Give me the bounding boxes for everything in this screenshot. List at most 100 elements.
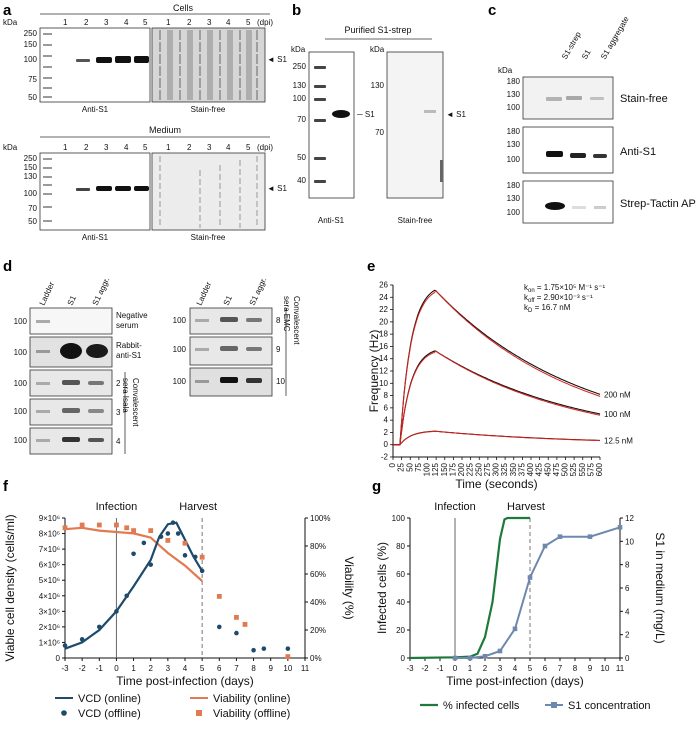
vcd-online-line — [64, 521, 204, 650]
y-tick-label: -2 — [381, 453, 389, 462]
svg-text:9: 9 — [276, 345, 281, 354]
svg-text:S1: S1 — [222, 294, 235, 307]
a-medium-stainfree-label: Stain-free — [191, 233, 226, 242]
a-top-lanes: 1 2 3 4 5 1 2 3 4 5 (dpi) — [63, 18, 273, 27]
viability-offline-point — [199, 554, 205, 560]
x-tick-label: 6 — [543, 664, 548, 673]
y-tick-label: 8×10⁶ — [39, 530, 60, 539]
harvest-label: Harvest — [179, 501, 217, 513]
a-cells-s1-arrow: ◄ S1 — [267, 55, 287, 64]
svg-text:2: 2 — [116, 379, 121, 388]
a-cells-stainfree-blot — [151, 27, 266, 103]
dpi-label: (dpi) — [257, 18, 273, 27]
vcd-offline-point — [62, 643, 68, 648]
a-medium-title: Medium — [149, 125, 181, 135]
infected-line — [409, 516, 530, 660]
svg-text:3: 3 — [116, 408, 121, 417]
fit-line-1 — [393, 350, 601, 446]
a-kda-bottom: kDa — [3, 143, 18, 152]
b-title: Purified S1-strep — [344, 25, 411, 35]
vcd-offline-point — [158, 534, 164, 539]
a-medium-antis1-label: Anti-S1 — [82, 233, 109, 242]
b-markers-left: 250 130 100 70 50 40 — [293, 62, 307, 185]
x-tick-label: -1 — [436, 664, 444, 673]
vcd-offline-point — [170, 520, 176, 525]
b-kda-left: kDa — [291, 45, 306, 54]
d-right-nums: 8 9 10 — [276, 316, 285, 386]
svg-text:4: 4 — [124, 143, 129, 152]
series-label: 12.5 nM — [604, 436, 633, 445]
x-tick-label: -3 — [406, 664, 414, 673]
x-tick-label: 3 — [498, 664, 503, 673]
x-tick-label: 4 — [513, 664, 518, 673]
x-tick-label: 0 — [114, 664, 119, 673]
y2-tick-label: 6 — [625, 584, 630, 593]
d-negserum-blot — [29, 307, 113, 335]
viability-online-line — [64, 526, 203, 582]
s1-point — [587, 534, 593, 539]
b-s1-label-left: ─ S1 — [356, 110, 375, 119]
a-cells-markers: 250 150 100 75 50 — [24, 29, 38, 102]
vcd-offline-point — [124, 593, 130, 599]
svg-text:5: 5 — [143, 143, 148, 152]
y2-tick-label: 10 — [625, 537, 634, 546]
y-tick-label: 10 — [379, 379, 388, 388]
y-tick-label: 9×10⁶ — [39, 514, 60, 523]
svg-text:100: 100 — [14, 317, 28, 326]
x-tick-label: 350 — [509, 462, 518, 476]
lane-num: 5 — [246, 18, 251, 27]
y-tick-label: 18 — [379, 330, 388, 339]
svg-text:130: 130 — [293, 81, 307, 90]
c-markers-3: 180 130 100 — [507, 181, 521, 217]
x-tick-label: 425 — [535, 462, 544, 476]
s1-point — [512, 626, 518, 632]
d-row-rabbit: Rabbit-anti-S1 — [116, 341, 142, 360]
y-tick-label: 20 — [396, 626, 405, 635]
a-kda-top: kDa — [3, 18, 18, 27]
svg-text:3: 3 — [207, 143, 212, 152]
svg-text:S1: S1 — [66, 294, 79, 307]
vcd-offline-point — [114, 609, 119, 614]
y-tick-label: 4 — [384, 416, 389, 425]
x-tick-label: 50 — [405, 462, 414, 471]
d-right-markers: 100 100 100 — [173, 316, 187, 386]
x-tick-label: 0 — [388, 462, 397, 467]
svg-text:100: 100 — [24, 189, 38, 198]
viability-offline-point — [62, 525, 68, 531]
svg-text:4: 4 — [226, 143, 231, 152]
svg-text:70: 70 — [375, 128, 384, 137]
c-kda: kDa — [498, 66, 513, 75]
c-antis1-blot — [522, 126, 614, 174]
lane-num: 2 — [84, 18, 89, 27]
svg-text:100: 100 — [14, 348, 28, 357]
a-cells-bands — [76, 56, 149, 63]
x-tick-label: 1 — [468, 664, 473, 673]
y2-tick-label: 20% — [310, 626, 326, 635]
panel-label-b: b — [292, 2, 301, 19]
d-left-markers: 100 100 100 100 100 — [14, 317, 28, 445]
d-group-isala: Convalescentsera Isala — [121, 378, 140, 427]
x-axis-title: Time post-infection (days) — [446, 674, 584, 688]
svg-text:50: 50 — [297, 153, 306, 162]
svg-text:150: 150 — [24, 163, 38, 172]
y-tick-label: 26 — [379, 281, 388, 290]
svg-text:100: 100 — [507, 103, 521, 112]
svg-text:130: 130 — [507, 140, 521, 149]
lane-num: 2 — [187, 18, 192, 27]
d-right-cols: Ladder S1 S1 aggr. — [195, 276, 269, 307]
svg-text:100: 100 — [293, 94, 307, 103]
lane-num: 3 — [104, 18, 109, 27]
legend-label: S1 concentration — [568, 700, 651, 712]
c-markers-2: 180 130 100 — [507, 127, 521, 164]
svg-text:250: 250 — [24, 154, 38, 163]
y-tick-label: 0 — [56, 654, 61, 663]
vcd-offline-point — [175, 531, 181, 536]
x-axis-title: Time (seconds) — [455, 477, 537, 491]
x-tick-label: 1 — [131, 664, 136, 673]
s1-point — [542, 543, 548, 549]
panel-label-c: c — [488, 2, 496, 19]
svg-text:130: 130 — [371, 81, 385, 90]
x-tick-label: -1 — [96, 664, 104, 673]
y-tick-label: 4×10⁶ — [39, 592, 60, 601]
s1-point — [557, 534, 563, 539]
